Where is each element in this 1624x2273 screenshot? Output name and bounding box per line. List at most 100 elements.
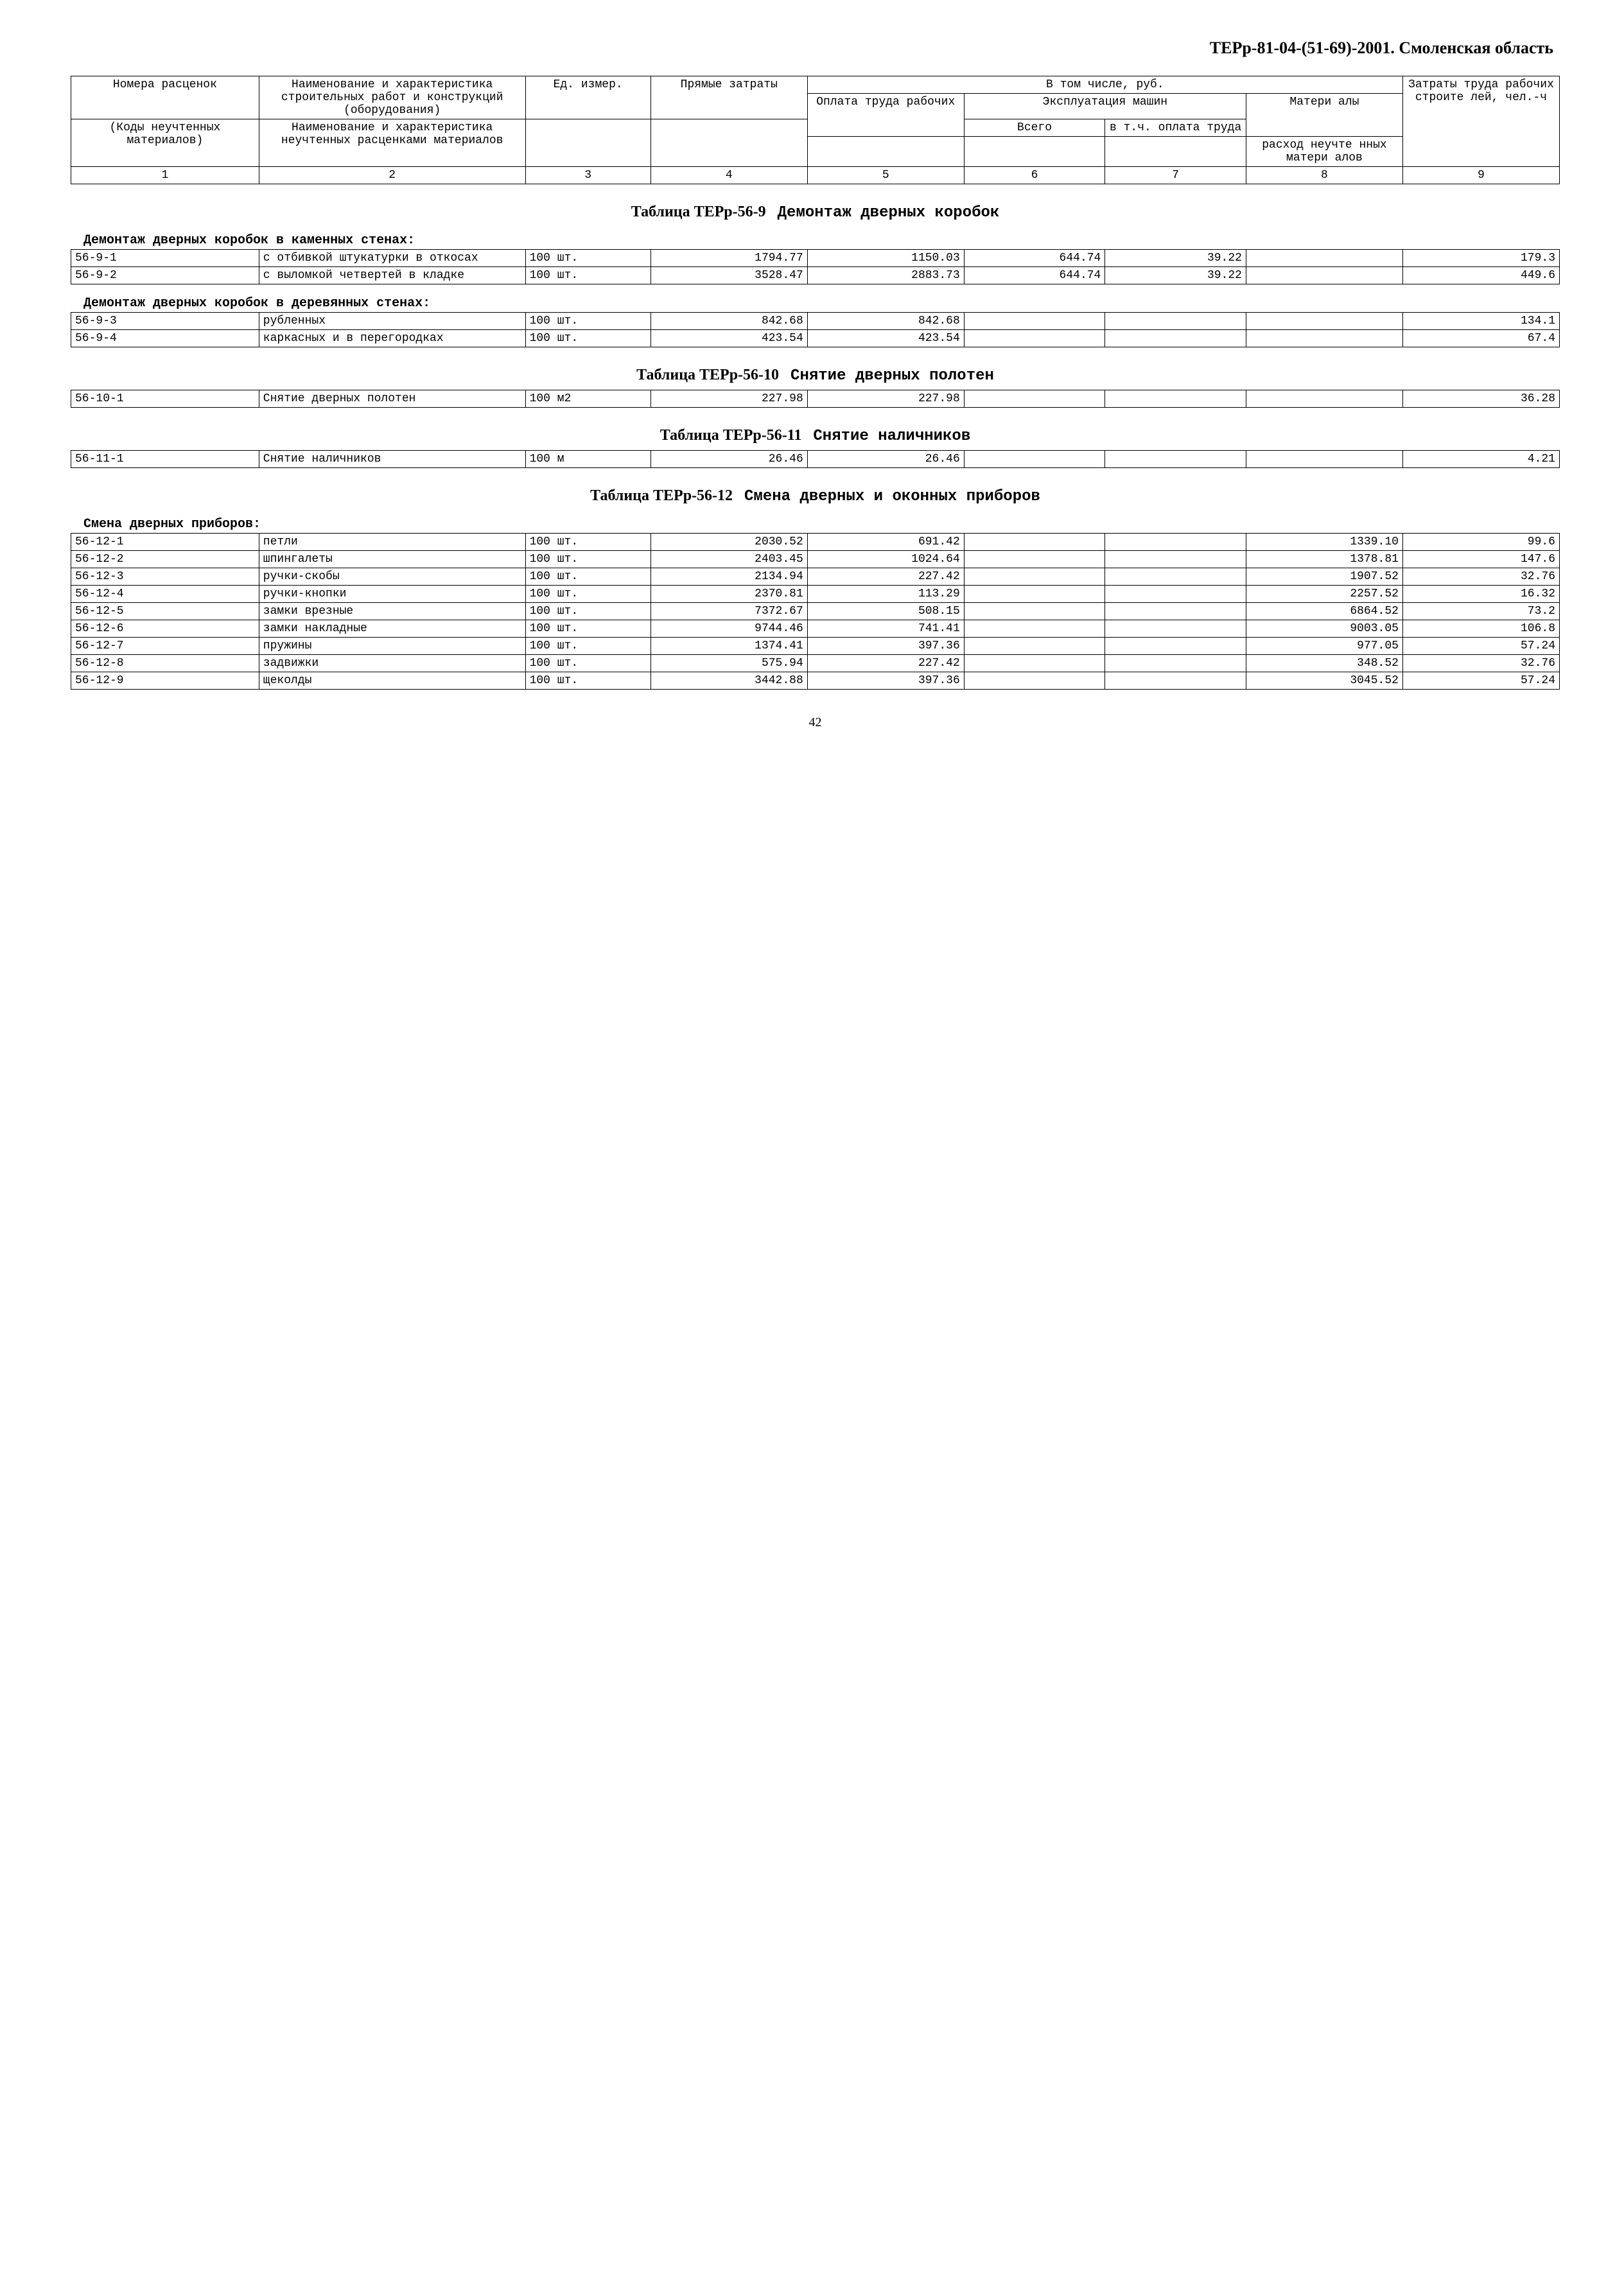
cell-c5: 26.46 <box>807 451 964 468</box>
cell-c9: 73.2 <box>1402 603 1559 620</box>
hdr-r3-c3 <box>525 119 650 167</box>
cell-name: щеколды <box>259 672 525 690</box>
cell-unit: 100 шт. <box>525 551 650 568</box>
cell-c4: 842.68 <box>650 313 807 330</box>
cell-c8: 348.52 <box>1246 655 1402 672</box>
cell-c7 <box>1105 534 1246 551</box>
cell-c5: 842.68 <box>807 313 964 330</box>
cell-c8 <box>1246 250 1402 267</box>
cell-c7 <box>1105 586 1246 603</box>
cell-code: 56-11-1 <box>71 451 259 468</box>
hdr-r4-c8: расход неучте нных матери алов <box>1246 137 1402 167</box>
hdr-r3-c6: Всего <box>964 119 1105 137</box>
cell-c6 <box>964 586 1105 603</box>
colnum-1: 1 <box>71 167 259 184</box>
cell-c4: 2030.52 <box>650 534 807 551</box>
cell-c8: 3045.52 <box>1246 672 1402 690</box>
cell-c4: 9744.46 <box>650 620 807 638</box>
table-56-12: 56-12-1петли100 шт.2030.52691.421339.109… <box>71 533 1560 690</box>
cell-c4: 575.94 <box>650 655 807 672</box>
cell-c9: 57.24 <box>1402 672 1559 690</box>
cell-c8: 1339.10 <box>1246 534 1402 551</box>
hdr-sub5: Оплата труда рабочих <box>807 94 964 137</box>
cell-name: с отбивкой штукатурки в откосах <box>259 250 525 267</box>
hdr-r3-c1: (Коды неучтенных материалов) <box>71 119 259 167</box>
hdr-sub8: Матери алы <box>1246 94 1402 137</box>
cell-c4: 3528.47 <box>650 267 807 284</box>
cell-c7: 39.22 <box>1105 267 1246 284</box>
cell-c8 <box>1246 451 1402 468</box>
cell-unit: 100 шт. <box>525 267 650 284</box>
cell-name: Снятие наличников <box>259 451 525 468</box>
cell-c4: 1374.41 <box>650 638 807 655</box>
cell-code: 56-9-2 <box>71 267 259 284</box>
table-row: 56-12-3ручки-скобы100 шт.2134.94227.4219… <box>71 568 1560 586</box>
cell-code: 56-12-2 <box>71 551 259 568</box>
title-56-11: Таблица ТЕРр-56-11 Снятие наличников <box>71 427 1560 445</box>
cell-c7 <box>1105 568 1246 586</box>
cell-name: петли <box>259 534 525 551</box>
cell-code: 56-12-7 <box>71 638 259 655</box>
cell-c4: 3442.88 <box>650 672 807 690</box>
cell-name: рубленных <box>259 313 525 330</box>
table-row: 56-9-1с отбивкой штукатурки в откосах100… <box>71 250 1560 267</box>
cell-c7 <box>1105 655 1246 672</box>
cell-code: 56-12-3 <box>71 568 259 586</box>
hdr-r3-c4 <box>650 119 807 167</box>
cell-c9: 32.76 <box>1402 655 1559 672</box>
sub-56-12: Смена дверных приборов: <box>83 517 1560 532</box>
colnum-4: 4 <box>650 167 807 184</box>
cell-c8: 6864.52 <box>1246 603 1402 620</box>
table-56-9-1: 56-9-1с отбивкой штукатурки в откосах100… <box>71 249 1560 284</box>
cell-c7 <box>1105 620 1246 638</box>
cell-c8: 9003.05 <box>1246 620 1402 638</box>
cell-c6 <box>964 638 1105 655</box>
hdr-col2: Наименование и характеристика строительн… <box>259 76 525 119</box>
cell-name: ручки-скобы <box>259 568 525 586</box>
cell-c9: 16.32 <box>1402 586 1559 603</box>
cell-c9: 99.6 <box>1402 534 1559 551</box>
table-row: 56-9-4каркасных и в перегородках100 шт.4… <box>71 330 1560 347</box>
table-row: 56-12-9щеколды100 шт.3442.88397.363045.5… <box>71 672 1560 690</box>
cell-c7 <box>1105 313 1246 330</box>
table-row: 56-12-7пружины100 шт.1374.41397.36977.05… <box>71 638 1560 655</box>
cell-code: 56-9-4 <box>71 330 259 347</box>
hdr-r4-c6 <box>964 137 1105 167</box>
table-row: 56-12-5замки врезные100 шт.7372.67508.15… <box>71 603 1560 620</box>
colnum-6: 6 <box>964 167 1105 184</box>
cell-code: 56-9-1 <box>71 250 259 267</box>
colnum-3: 3 <box>525 167 650 184</box>
table-56-11: 56-11-1Снятие наличников100 м26.4626.464… <box>71 450 1560 468</box>
table-row: 56-10-1Снятие дверных полотен100 м2227.9… <box>71 390 1560 408</box>
cell-c8: 1907.52 <box>1246 568 1402 586</box>
hdr-col4: Прямые затраты <box>650 76 807 119</box>
cell-code: 56-12-5 <box>71 603 259 620</box>
header-table: Номера расценок Наименование и характери… <box>71 76 1560 184</box>
cell-c7 <box>1105 638 1246 655</box>
cell-c4: 7372.67 <box>650 603 807 620</box>
cell-c7 <box>1105 603 1246 620</box>
sub-56-9-1: Демонтаж дверных коробок в каменных стен… <box>83 233 1560 248</box>
cell-code: 56-12-6 <box>71 620 259 638</box>
cell-c5: 397.36 <box>807 672 964 690</box>
cell-unit: 100 шт. <box>525 534 650 551</box>
cell-c5: 423.54 <box>807 330 964 347</box>
cell-unit: 100 шт. <box>525 586 650 603</box>
cell-name: Снятие дверных полотен <box>259 390 525 408</box>
title-56-12: Таблица ТЕРр-56-12 Смена дверных и оконн… <box>71 487 1560 505</box>
cell-c4: 227.98 <box>650 390 807 408</box>
cell-unit: 100 м <box>525 451 650 468</box>
cell-name: ручки-кнопки <box>259 586 525 603</box>
cell-c6 <box>964 534 1105 551</box>
title-56-11-b: Снятие наличников <box>813 428 970 445</box>
cell-name: с выломкой четвертей в кладке <box>259 267 525 284</box>
hdr-r4-c5 <box>807 137 964 167</box>
cell-c5: 397.36 <box>807 638 964 655</box>
cell-unit: 100 шт. <box>525 620 650 638</box>
cell-c8: 1378.81 <box>1246 551 1402 568</box>
cell-c9: 4.21 <box>1402 451 1559 468</box>
hdr-r3-c2: Наименование и характеристика неучтенных… <box>259 119 525 167</box>
cell-unit: 100 м2 <box>525 390 650 408</box>
cell-c4: 2403.45 <box>650 551 807 568</box>
sub-56-9-2: Демонтаж дверных коробок в деревянных ст… <box>83 296 1560 311</box>
